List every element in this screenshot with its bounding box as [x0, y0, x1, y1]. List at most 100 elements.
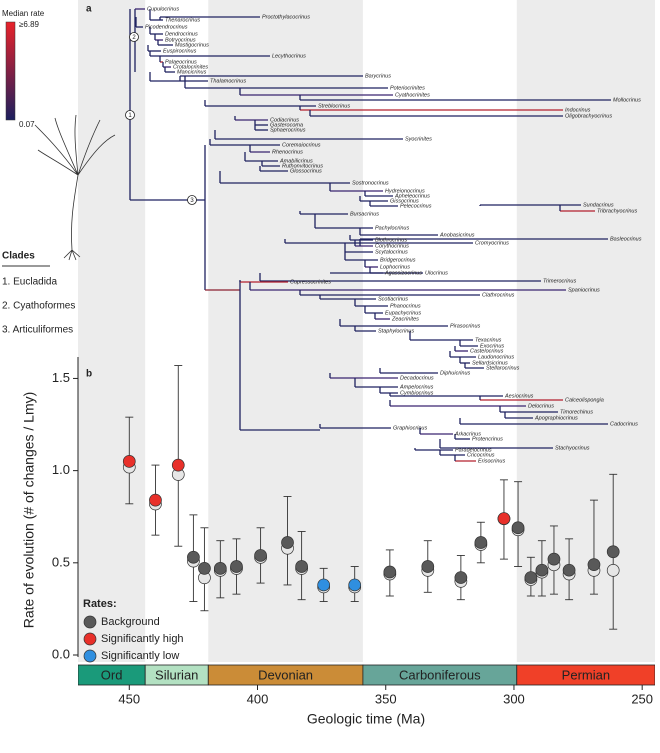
y-tick-label: 1.5: [52, 370, 70, 385]
taxon-label: Apographiocrinus: [534, 415, 578, 421]
x-tick-label: 250: [631, 691, 653, 706]
taxon-label: Cromyocrinus: [475, 240, 509, 246]
legend-label: Significantly low: [101, 650, 179, 662]
taxon-label: Staphylocrinus: [378, 328, 414, 334]
taxon-label: Ulocrinus: [425, 270, 448, 276]
taxon-label: Exocrinus: [480, 343, 504, 349]
legend-swatch: [83, 632, 97, 646]
taxon-label: Ruthonvitocrinus: [282, 163, 323, 169]
point: [295, 560, 308, 573]
y-axis-label: Rate of evolution (# of changes / Lmy): [21, 392, 37, 629]
point: [547, 552, 561, 566]
point: [562, 563, 576, 577]
clade: 1. Eucladida: [2, 277, 57, 288]
point: [383, 565, 397, 579]
taxon-label: Dendrocrinus: [165, 31, 198, 37]
taxon-label: Sostronocrinus: [352, 180, 389, 186]
taxon-label: Barycrinus: [365, 73, 391, 79]
taxon-label: Anobasicrinus: [439, 232, 475, 238]
period-label: Silurian: [155, 667, 198, 682]
taxon-label: Cymbiocrinus: [400, 390, 434, 396]
taxon-label: Ampelocrinus: [399, 384, 434, 390]
colorbar-min: 0.07: [19, 120, 35, 129]
taxon-label: Stachyocrinus: [555, 445, 590, 451]
legend-title: Rates:: [83, 598, 117, 610]
taxon-label: Cupulocrinus: [147, 6, 179, 12]
taxon-label: Cyathocrinites: [395, 92, 430, 98]
taxon-label: Delocrinus: [528, 403, 554, 409]
point: [535, 563, 549, 577]
taxon-label: Crotalocrinites: [173, 64, 208, 70]
point: [606, 545, 620, 559]
taxon-label: Protencrinus: [472, 436, 503, 442]
taxon-label: Scotiacrinus: [378, 296, 408, 302]
point: [122, 455, 136, 468]
point: [474, 536, 488, 549]
legend-swatch: [83, 615, 97, 629]
taxon-label: Amabilicrinus: [279, 158, 313, 164]
taxon-label: Cupressocrinites: [290, 279, 331, 285]
point: [317, 578, 331, 592]
point: [421, 560, 435, 573]
x-tick-label: 300: [503, 691, 525, 706]
taxon-label: Thalamocrinus: [210, 78, 246, 84]
node-label: 1: [128, 113, 132, 119]
taxon-label: Castelocrinus: [470, 348, 504, 354]
taxon-label: Apheleocrinus: [394, 193, 430, 199]
taxon-label: Coremaiocrinus: [282, 142, 321, 148]
point: [171, 458, 185, 472]
point: [187, 550, 200, 564]
point: [348, 578, 362, 592]
point: [254, 549, 267, 562]
taxon-label: Phanocrinus: [390, 303, 421, 309]
tree: [129, 8, 611, 462]
taxon-label: Poteriocrinites: [390, 85, 425, 91]
point: [524, 571, 538, 584]
taxon-label: Picodendrocrinus: [145, 24, 188, 30]
taxon-label: Glossocrinus: [290, 168, 322, 174]
taxon-label: Cricocrinus: [467, 452, 495, 458]
taxon-label: Gasterocoma: [270, 122, 303, 128]
taxon-label: Pirasocrinus: [450, 323, 481, 329]
taxon-label: Clathrocrinus: [482, 292, 515, 298]
y-tick-label: 1.0: [52, 462, 70, 477]
point: [281, 536, 294, 549]
point: [198, 561, 211, 575]
y-tick-label: 0.5: [52, 554, 70, 569]
taxon-label: Scytalocrinus: [375, 249, 408, 255]
taxon-label: Bridgerocrinus: [380, 257, 416, 263]
shade-band: [78, 0, 146, 662]
point: [454, 571, 468, 584]
taxon-label: Indocrinus: [565, 107, 591, 113]
taxon-label: Pachylocrinus: [375, 225, 409, 231]
taxon-label: Agassizocrinus: [384, 270, 422, 276]
taxon-label: Rhenocrinus: [272, 149, 303, 155]
node-label: 3: [190, 198, 194, 204]
clade: 3. Articuliformes: [2, 325, 73, 336]
taxon-label: Stellarocrinus: [486, 365, 520, 371]
taxon-label: Trimerocrinus: [543, 278, 576, 284]
taxon-label: Decadocrinus: [400, 375, 434, 381]
taxon-label: Texacrinus: [475, 337, 502, 343]
taxon-label: Eupachycrinus: [385, 310, 421, 316]
taxon-label: Tribrachyocrinus: [597, 208, 637, 214]
taxon-label: Aesiocrinus: [504, 393, 534, 399]
clades-title: Clades: [2, 251, 35, 262]
point: [511, 521, 525, 535]
x-tick-label: 450: [118, 691, 140, 706]
stem: [71, 174, 79, 251]
legend-label: Significantly high: [101, 633, 184, 645]
alt-point: [606, 563, 620, 577]
panel-label: b: [86, 369, 92, 380]
period-label: Ord: [101, 667, 123, 682]
taxon-label: Hydreionocrinus: [385, 188, 425, 194]
node: [129, 32, 139, 42]
colorbar-max: ≥6.89: [19, 20, 40, 29]
x-tick-label: 350: [375, 691, 397, 706]
taxon-label: Basleocrinus: [610, 236, 642, 242]
point: [213, 561, 227, 575]
period-label: Devonian: [258, 667, 313, 682]
node: [187, 195, 197, 205]
node: [125, 110, 135, 120]
taxon-label: Arkacrinus: [454, 431, 481, 437]
